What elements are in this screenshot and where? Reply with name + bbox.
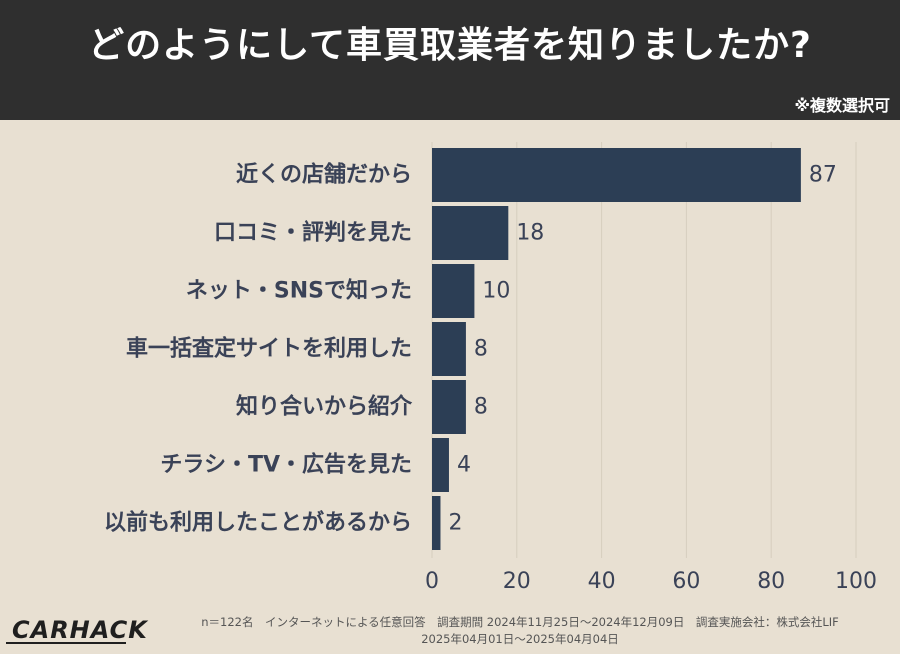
value-label: 4 [457,453,471,478]
bar [432,438,449,492]
footnote-line-1: n＝122名 インターネットによる任意回答 調査期間 2024年11月25日〜2… [201,615,839,629]
category-label: チラシ・TV・広告を見た [160,452,412,478]
bar [432,496,441,550]
x-tick-label: 40 [588,569,616,594]
category-label: 車一括査定サイトを利用した [126,336,412,362]
bar-chart: 近くの店舗だから口コミ・評判を見たネット・SNSで知った車一括査定サイトを利用し… [104,142,877,594]
carhack-logo: CARHACK [12,616,148,644]
multiple-choice-note: ※複数選択可 [794,96,890,115]
logo-underline [6,642,126,644]
category-label: 口コミ・評判を見た [214,220,412,246]
bar [432,264,475,318]
category-label: ネット・SNSで知った [186,278,412,304]
header-bar [0,0,900,92]
x-tick-label: 20 [503,569,531,594]
value-labels: 87 18 10 8 8 4 2 [448,163,836,536]
value-label: 10 [482,279,510,304]
category-label: 知り合いから紹介 [236,394,413,420]
x-axis-ticks: 0 20 40 60 80 100 [425,569,877,594]
bars [432,148,801,550]
x-tick-label: 0 [425,569,439,594]
bar [432,206,509,260]
value-label: 2 [448,511,462,536]
grid-lines [431,142,857,558]
category-label: 近くの店舗だから [236,162,412,188]
x-tick-label: 60 [672,569,700,594]
value-label: 8 [474,337,488,362]
category-labels: 近くの店舗だから口コミ・評判を見たネット・SNSで知った車一括査定サイトを利用し… [104,162,413,536]
bar [432,148,801,202]
x-tick-label: 80 [757,569,785,594]
survey-footnote: n＝122名 インターネットによる任意回答 調査期間 2024年11月25日〜2… [150,614,890,648]
bar [432,380,466,434]
bar [432,322,466,376]
footnote-line-2: 2025年04月01日〜2025年04月04日 [421,632,619,646]
x-tick-label: 100 [835,569,877,594]
chart-title: どのようにして車買取業者を知りましたか? [88,25,812,66]
header-subbar [0,92,900,120]
value-label: 8 [474,395,488,420]
footer: CARHACK n＝122名 インターネットによる任意回答 調査期間 2024年… [0,600,900,654]
value-label: 18 [516,221,544,246]
value-label: 87 [809,163,837,188]
category-label: 以前も利用したことがあるから [104,510,412,536]
